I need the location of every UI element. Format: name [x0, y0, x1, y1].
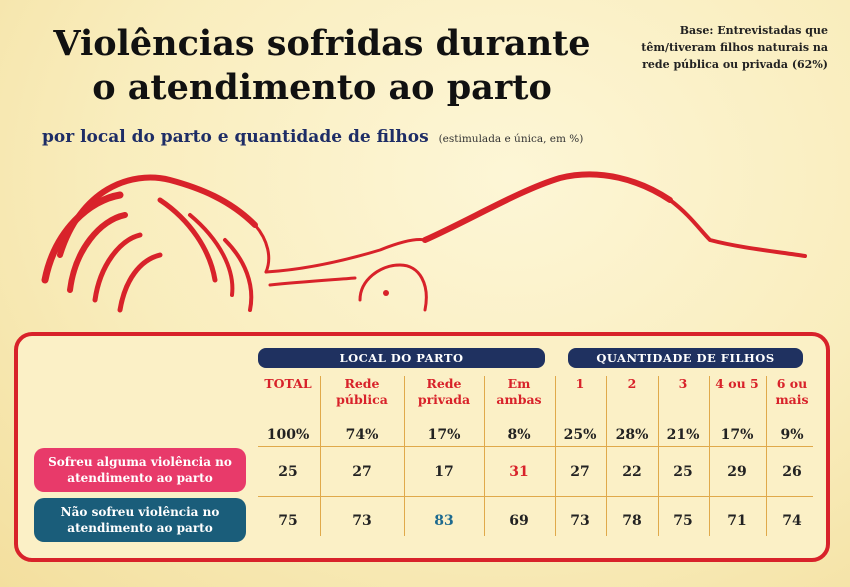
subtitle-note: (estimulada e única, em %) [438, 133, 584, 145]
column-base-rede-publica: 74% [345, 427, 379, 443]
title-line-2: o atendimento ao parto [92, 67, 552, 108]
table-cell-r1-rede-publica: 73 [352, 513, 372, 529]
divider-line [320, 376, 321, 536]
table-cell-r0-rede-privada: 17 [434, 464, 454, 480]
column-header-filhos-2: 2 [627, 376, 637, 391]
divider-line [709, 376, 710, 536]
table-cell-r1-filhos-6-ou-mais: 74 [782, 513, 802, 529]
column-base-filhos-1: 25% [563, 427, 597, 443]
column-base-total: 100% [266, 427, 310, 443]
column-base-rede-privada: 17% [427, 427, 461, 443]
table-cell-r0-filhos-3: 25 [673, 464, 693, 480]
column-base-filhos-6-ou-mais: 9% [780, 427, 804, 443]
table-cell-r1-filhos-3: 75 [673, 513, 693, 529]
column-header-total: TOTAL [264, 376, 312, 391]
column-header-filhos-4-ou-5: 4 ou 5 [715, 376, 759, 391]
divider-line [484, 376, 485, 536]
column-header-filhos-1: 1 [575, 376, 585, 391]
table-cell-r1-filhos-1: 73 [570, 513, 590, 529]
divider-line [555, 376, 556, 536]
chart-title: Violências sofridas durante o atendiment… [22, 22, 622, 110]
table-cell-r1-filhos-4-ou-5: 71 [727, 513, 747, 529]
subtitle-text: por local do parto e quantidade de filho… [42, 127, 429, 147]
table-cell-r0-filhos-2: 22 [622, 464, 642, 480]
column-base-em-ambas: 8% [507, 427, 531, 443]
column-header-rede-publica: Rede pública [336, 376, 388, 407]
table-cell-r1-rede-privada: 83 [434, 513, 454, 529]
chart-subtitle: por local do parto e quantidade de filho… [42, 127, 583, 147]
divider-line [606, 376, 607, 536]
column-header-em-ambas: Em ambas [496, 376, 542, 407]
table-cell-r0-rede-publica: 27 [352, 464, 372, 480]
group-quantidade-de-filhos: QUANTIDADE DE FILHOS [568, 348, 803, 368]
row-label-sofreu: Sofreu alguma violência no atendimento a… [34, 448, 246, 492]
column-base-filhos-3: 21% [666, 427, 700, 443]
column-base-filhos-2: 28% [615, 427, 649, 443]
reclining-woman-illustration [41, 171, 807, 313]
row-label-nao-sofreu: Não sofreu violência no atendimento ao p… [34, 498, 246, 542]
table-cell-r0-em-ambas: 31 [509, 464, 529, 480]
column-header-filhos-6-ou-mais: 6 ou mais [775, 376, 809, 407]
table-cell-r1-filhos-2: 78 [622, 513, 642, 529]
table-cell-r0-filhos-6-ou-mais: 26 [782, 464, 802, 480]
table-cell-r0-filhos-4-ou-5: 29 [727, 464, 747, 480]
table-cell-r0-total: 25 [278, 464, 298, 480]
divider-line [258, 446, 813, 447]
column-header-filhos-3: 3 [678, 376, 688, 391]
group-local-do-parto: LOCAL DO PARTO [258, 348, 545, 368]
base-note: Base: Entrevistadas que têm/tiveram filh… [641, 24, 828, 71]
table-cell-r0-filhos-1: 27 [570, 464, 590, 480]
title-line-1: Violências sofridas durante [53, 23, 591, 64]
divider-line [404, 376, 405, 536]
table-cell-r1-total: 75 [278, 513, 298, 529]
column-header-rede-privada: Rede privada [417, 376, 471, 407]
divider-line [766, 376, 767, 536]
divider-line [258, 496, 813, 497]
divider-line [658, 376, 659, 536]
table-cell-r1-em-ambas: 69 [509, 513, 529, 529]
column-base-filhos-4-ou-5: 17% [720, 427, 754, 443]
